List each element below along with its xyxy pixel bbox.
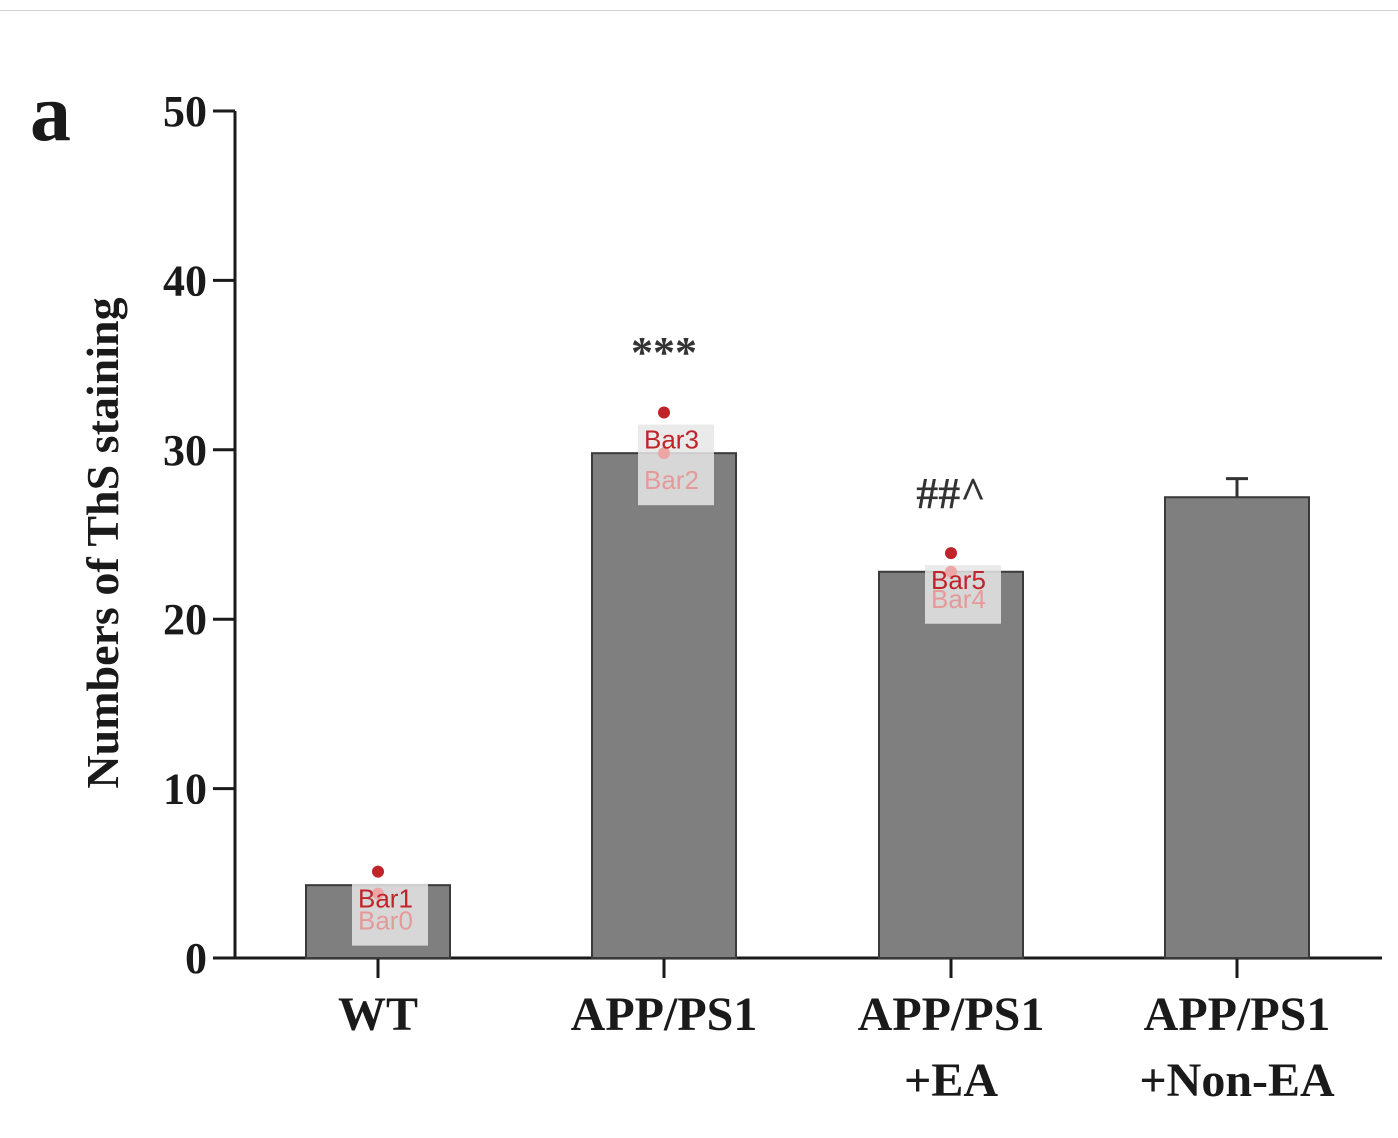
marker-label: Bar0 <box>358 906 413 936</box>
top-border <box>0 10 1398 11</box>
y-tick-label: 40 <box>163 256 207 305</box>
marker-dot <box>658 447 670 460</box>
significance-label: ##^ <box>916 469 986 518</box>
marker-dot <box>945 547 957 560</box>
marker-dot <box>372 865 384 878</box>
bar <box>591 452 737 959</box>
x-tick-label: +Non-EA <box>1139 1054 1335 1107</box>
marker-dot <box>372 887 384 900</box>
x-tick-label: APP/PS1 <box>1144 988 1331 1041</box>
marker-label: Bar1 <box>358 884 413 914</box>
y-tick-label: 30 <box>163 426 207 475</box>
marker-dot <box>945 565 957 578</box>
x-tick-label: +EA <box>904 1054 998 1107</box>
bars <box>305 452 1310 960</box>
marker-label-box <box>638 424 714 506</box>
marker-dot <box>658 406 670 419</box>
significance-marks: *** ##^ <box>631 328 986 518</box>
x-tick-label: APP/PS1 <box>858 988 1045 1041</box>
x-tick-label: WT <box>338 988 418 1041</box>
marker-label-box <box>925 565 1001 624</box>
marker-label: Bar4 <box>931 584 986 614</box>
y-tick-label: 50 <box>163 87 207 136</box>
marker-label: Bar5 <box>931 565 986 595</box>
panel-label: a <box>30 67 71 158</box>
y-axis-label: Numbers of ThS staining <box>77 297 128 788</box>
bar <box>1164 496 1310 959</box>
y-tick-label: 20 <box>163 595 207 644</box>
marker-label: Bar3 <box>644 425 699 455</box>
marker-label: Bar2 <box>644 465 699 495</box>
x-tick-label: APP/PS1 <box>571 988 758 1041</box>
y-tick-label: 10 <box>163 765 207 814</box>
bar <box>878 570 1024 959</box>
axes: 0 10 20 30 40 50 WT APP/PS1 APP/PS1 +EA APP/PS1 +No… <box>163 87 1382 1107</box>
y-tick-label: 0 <box>185 934 207 983</box>
significance-label: *** <box>631 328 697 377</box>
marker-label-box <box>352 883 428 946</box>
